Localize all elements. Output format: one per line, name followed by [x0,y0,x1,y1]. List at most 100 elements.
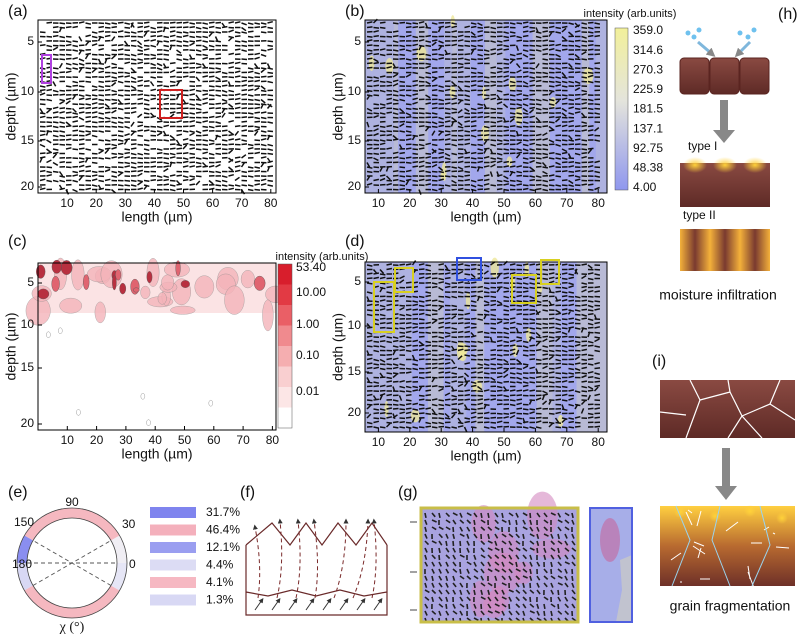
schematic-label: type I [688,139,717,153]
x-tick-label: 80 [266,433,280,447]
y-tick-label: 10 [348,84,362,98]
contour [76,409,81,416]
map-spot [465,291,471,310]
legend-swatch [150,507,196,518]
grain-block [739,57,770,95]
y-tick-label: 5 [27,34,34,48]
panel-label: (e) [8,484,28,501]
flow-line [311,518,319,599]
x-tick-label: 60 [207,433,221,447]
map-spot [583,67,594,84]
contour [157,292,167,305]
map-spot [506,156,513,167]
y-tick-label: 10 [348,318,362,332]
x-tick-label: 60 [529,435,543,449]
map-stripe [484,20,497,193]
colorbar-tick-label: 92.75 [633,141,663,155]
process-arrow [713,100,735,143]
contour [83,274,90,290]
schematic-caption: grain fragmentation [670,598,791,614]
map-stripe [444,20,453,193]
contour [100,260,123,289]
vector-field [366,18,601,195]
y-tick-label: 20 [348,405,362,419]
flow-line [253,524,261,599]
schematic-caption: moisture infiltration [659,287,777,303]
colorbar-tick-label: 0.10 [296,348,320,362]
x-tick-label: 10 [372,196,386,210]
y-tick-label: 20 [21,179,35,193]
crack [671,505,771,587]
contour [46,331,51,338]
droplet-arrow [734,40,752,58]
highlight-box [511,274,537,304]
plot-frame [37,19,277,194]
y-tick-label: 15 [348,133,362,147]
map-background [38,20,276,193]
axis-label: χ (°) [59,620,85,635]
colorbar-band [278,346,292,367]
map-spot [440,170,446,181]
colorbar-title: intensity (arb.units) [276,251,369,263]
colorbar-band [278,305,292,326]
glow-spot [744,505,756,517]
contour [71,259,85,291]
grain-block [680,229,710,271]
x-tick-label: 50 [177,196,191,210]
x-axis-label: length (µm) [450,448,521,464]
map-stripe [452,20,457,193]
map-spot [483,591,505,619]
contour [146,271,153,284]
droplet [685,30,691,36]
map-stripe [587,262,597,432]
colorbar-tick-label: 53.40 [296,260,326,274]
plot-frame [364,19,608,194]
x-tick-label: 40 [149,433,163,447]
highlight-box [394,267,414,293]
colorbar-tick-label: 1.00 [296,317,320,331]
colorbar [277,263,293,429]
droplet [751,27,757,33]
panel-label: (h) [778,6,798,23]
x-tick-label: 40 [148,196,162,210]
boundary [245,545,388,616]
contour [170,305,196,315]
x-tick-label: 50 [497,435,511,449]
colorbar-tick-label: 0.01 [296,384,320,398]
contour [94,301,106,324]
crack [659,379,796,439]
colorbar-tick-label: 48.38 [633,161,663,175]
map-spot [385,57,394,75]
colorbar-band [278,387,292,408]
vector-field [366,260,601,433]
colorbar-band [278,366,292,387]
x-axis-label: length (µm) [121,209,192,225]
x-tick-label: 20 [403,435,417,449]
schematic-label: type II [683,208,716,222]
image-frame [419,506,580,624]
map-spot [508,76,517,92]
flow-arrow [254,597,264,611]
map-spot [527,491,558,540]
colorbar [614,27,629,191]
flow-line [371,518,377,599]
colorbar-band [278,325,292,346]
legend-label: 46.4% [206,523,240,537]
grain-block [679,57,710,95]
flow-arrow [288,597,298,611]
map-stripe [475,262,485,432]
droplet [745,34,751,40]
process-arrow [715,448,737,500]
grain-layer [660,506,795,586]
contour [140,285,151,299]
x-tick-label: 20 [90,196,104,210]
map-spot [410,409,420,423]
x-tick-label: 30 [119,196,133,210]
flow-line [276,518,283,599]
map-stripe [427,262,444,432]
angle-line [32,540,112,586]
colorbar-tick-label: 10.00 [296,285,326,299]
grain-block [740,229,770,271]
contour [115,269,122,281]
